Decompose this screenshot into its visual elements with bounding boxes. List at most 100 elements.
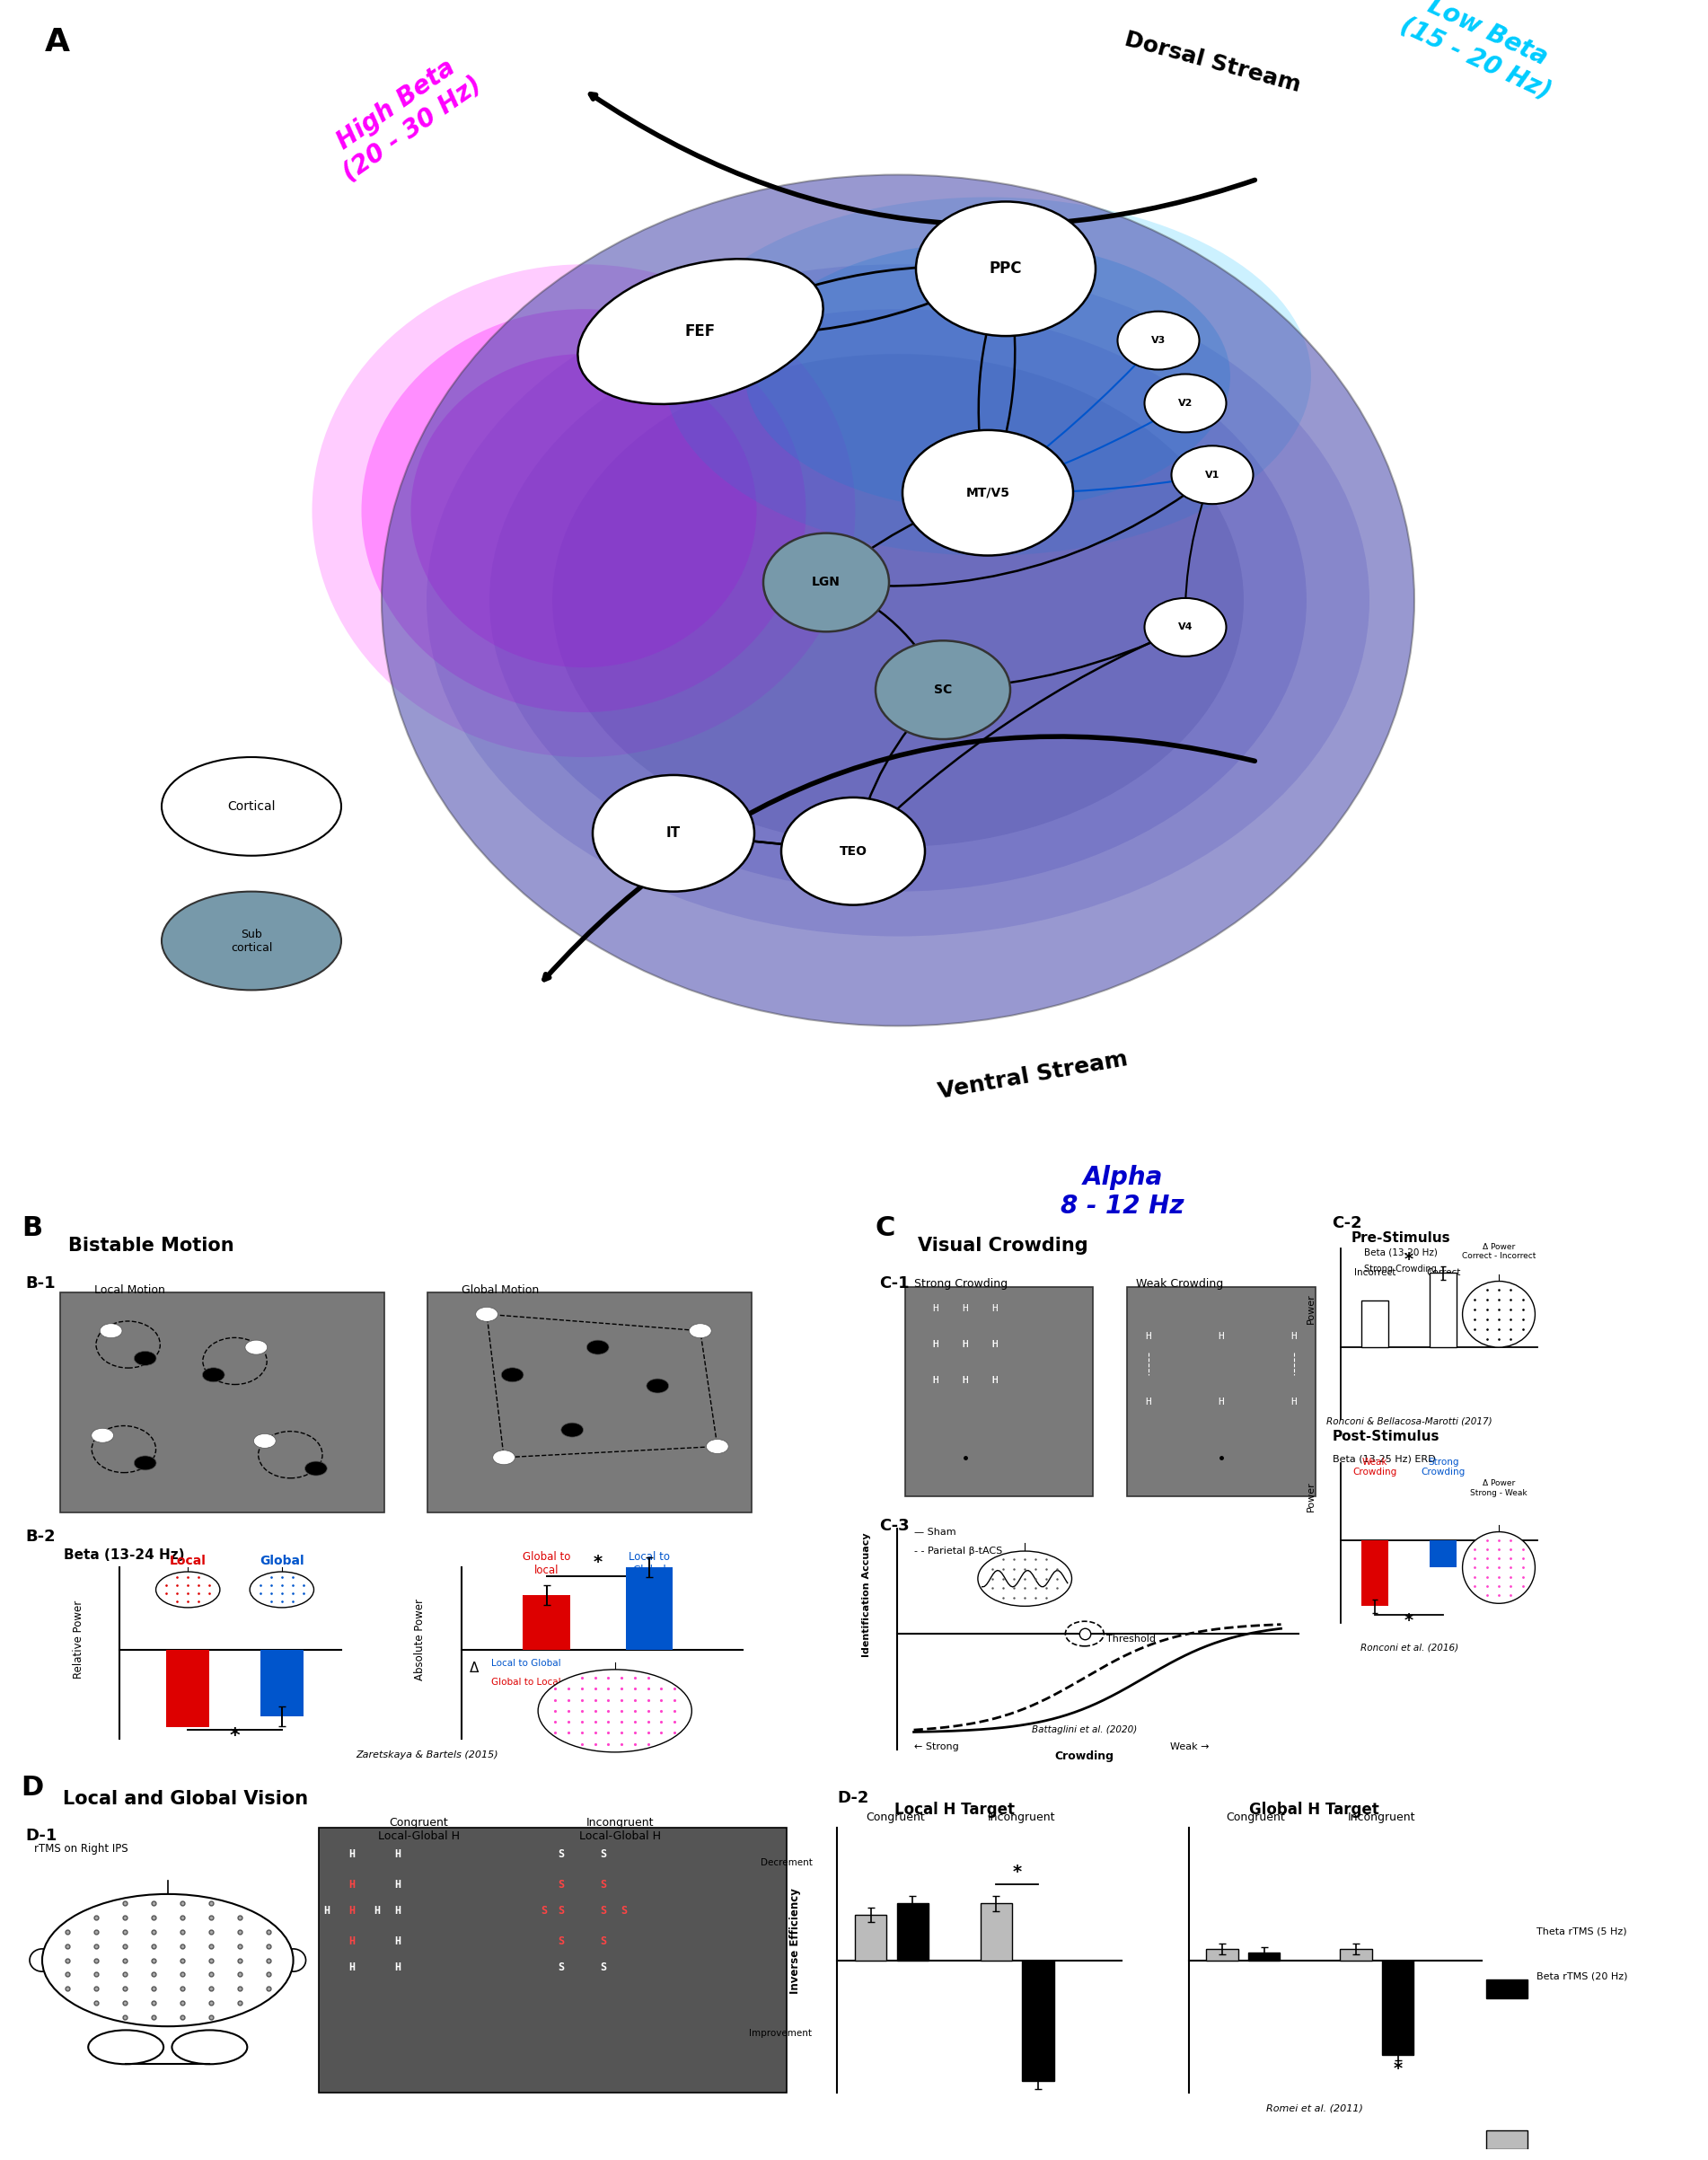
Ellipse shape [915, 201, 1095, 337]
Text: Inverse Efficiency: Inverse Efficiency [789, 1888, 801, 1994]
Ellipse shape [552, 354, 1243, 847]
Text: Dorsal Stream: Dorsal Stream [1122, 28, 1303, 97]
Text: Strong
Crowding: Strong Crowding [1421, 1458, 1465, 1477]
Text: *: * [1404, 1611, 1414, 1629]
Text: rTMS on Right IPS: rTMS on Right IPS [34, 1842, 128, 1855]
Ellipse shape [781, 797, 926, 905]
Sham [1271, 1616, 1291, 1642]
Text: H: H [933, 1305, 938, 1313]
Circle shape [688, 1324, 712, 1337]
Text: Alpha
8 - 12 Hz: Alpha 8 - 12 Hz [1061, 1164, 1184, 1218]
Text: *: * [1013, 1864, 1021, 1881]
Text: A: A [44, 26, 70, 58]
Text: Local to Global: Local to Global [492, 1659, 560, 1668]
Text: Weak →: Weak → [1170, 1743, 1209, 1752]
Sham [904, 1719, 924, 1745]
Text: LGN: LGN [811, 577, 840, 590]
Text: B-1: B-1 [26, 1277, 56, 1292]
Circle shape [588, 1339, 610, 1354]
Text: Relative Power: Relative Power [73, 1601, 84, 1678]
Text: H: H [1146, 1398, 1151, 1406]
Ellipse shape [577, 259, 823, 404]
Text: H: H [962, 1339, 968, 1350]
Circle shape [492, 1449, 516, 1464]
Text: Ronconi & Bellacosa-Marotti (2017): Ronconi & Bellacosa-Marotti (2017) [1325, 1417, 1493, 1426]
Sham [972, 1717, 992, 1743]
Text: Local to
Global: Local to Global [629, 1551, 670, 1577]
Text: H: H [962, 1305, 968, 1313]
Bar [1021, 1961, 1054, 2082]
Text: S: S [541, 1905, 548, 1916]
Ellipse shape [664, 197, 1312, 555]
Ellipse shape [29, 1948, 55, 1972]
Ellipse shape [745, 242, 1230, 510]
Line: Parietal β-tACS: Parietal β-tACS [914, 1624, 1281, 1730]
Text: Weak
Crowding: Weak Crowding [1353, 1458, 1397, 1477]
Ellipse shape [1117, 311, 1199, 369]
Sham [919, 1719, 939, 1745]
Sham [1252, 1618, 1272, 1644]
Parietal β-tACS [919, 1715, 939, 1741]
Text: Low Beta
(15 - 20 Hz): Low Beta (15 - 20 Hz) [1395, 0, 1568, 104]
Text: S: S [559, 1961, 564, 1974]
Parietal β-tACS [1240, 1614, 1261, 1639]
Text: B-2: B-2 [26, 1529, 56, 1544]
Bar [260, 1650, 304, 1717]
Text: H: H [395, 1961, 401, 1974]
Text: H: H [348, 1879, 355, 1890]
Text: Power: Power [1307, 1294, 1315, 1324]
Circle shape [502, 1367, 524, 1382]
Text: S: S [600, 1961, 606, 1974]
Text: Pre-Stimulus: Pre-Stimulus [1351, 1231, 1450, 1244]
Text: *: * [593, 1555, 603, 1570]
Text: C-1: C-1 [880, 1277, 910, 1292]
Ellipse shape [313, 264, 856, 758]
Text: S: S [620, 1905, 627, 1916]
Text: Threshold: Threshold [1107, 1635, 1155, 1644]
Text: TEO: TEO [839, 845, 868, 858]
Ellipse shape [763, 534, 890, 631]
Ellipse shape [538, 1670, 692, 1752]
Text: H: H [348, 1961, 355, 1974]
FancyBboxPatch shape [60, 1292, 384, 1512]
Bar [1486, 1979, 1527, 1998]
Ellipse shape [977, 1551, 1073, 1607]
Text: Decrement: Decrement [760, 1858, 813, 1868]
Text: Battaglini et al. (2020): Battaglini et al. (2020) [1032, 1726, 1138, 1734]
Text: Ventral Stream: Ventral Stream [936, 1048, 1129, 1102]
Text: Congruent: Congruent [1226, 1812, 1284, 1823]
Ellipse shape [362, 309, 806, 713]
Text: Improvement: Improvement [750, 2028, 813, 2037]
Text: S: S [559, 1905, 564, 1916]
Text: Ronconi et al. (2016): Ronconi et al. (2016) [1360, 1644, 1459, 1652]
Text: Romei et al. (2011): Romei et al. (2011) [1266, 2104, 1363, 2112]
Bar [1341, 1948, 1372, 1961]
Text: H: H [992, 1376, 997, 1385]
Text: Visual Crowding: Visual Crowding [919, 1238, 1088, 1255]
Text: Global to
local: Global to local [523, 1551, 570, 1577]
Text: High Beta
(20 - 30 Hz): High Beta (20 - 30 Hz) [321, 48, 487, 186]
Text: C-3: C-3 [880, 1518, 910, 1534]
Bar [1361, 1300, 1389, 1348]
Text: Post-Stimulus: Post-Stimulus [1332, 1430, 1440, 1443]
Text: Δ: Δ [470, 1661, 478, 1674]
Ellipse shape [381, 175, 1414, 1026]
Text: Local Motion: Local Motion [94, 1283, 164, 1296]
Circle shape [89, 2030, 164, 2065]
Ellipse shape [162, 758, 342, 855]
Text: S: S [600, 1879, 606, 1890]
Ellipse shape [427, 264, 1370, 935]
Bar [1206, 1948, 1238, 1961]
Parietal β-tACS [1271, 1611, 1291, 1637]
Text: V1: V1 [1204, 471, 1220, 480]
Text: H: H [962, 1376, 968, 1385]
Bar [1486, 2130, 1527, 2149]
Bar [854, 1914, 886, 1961]
Text: H: H [348, 1849, 355, 1860]
Text: S: S [600, 1935, 606, 1946]
Parietal β-tACS [1001, 1700, 1021, 1726]
Text: H: H [962, 1376, 968, 1385]
Circle shape [304, 1462, 328, 1475]
Bar [1382, 1961, 1414, 2054]
Text: H: H [395, 1849, 401, 1860]
